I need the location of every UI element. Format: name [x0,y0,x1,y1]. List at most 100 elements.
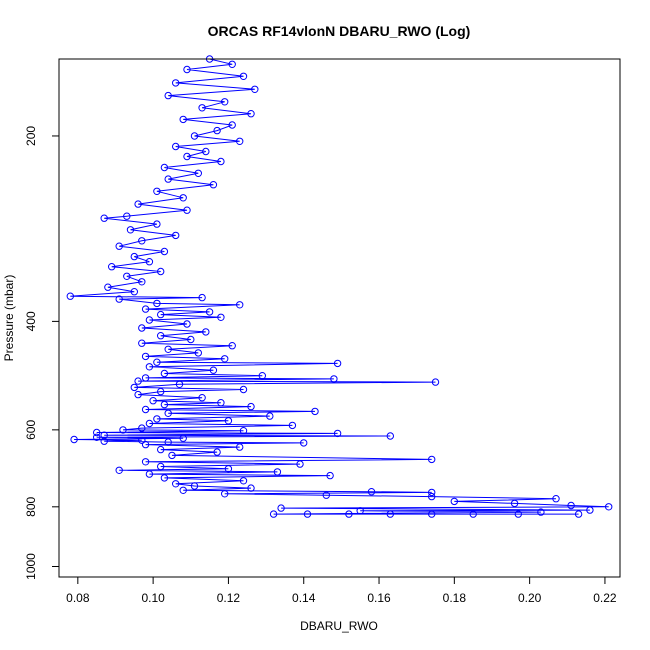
data-point [190,482,199,490]
data-point [115,295,123,303]
data-point [160,369,169,378]
data-point [141,374,150,382]
data-point [187,335,195,344]
data-point [138,278,146,286]
data-point [333,429,342,438]
data-point [198,394,206,402]
data-point [277,504,285,512]
data-point [428,488,436,497]
data-point [209,181,218,189]
data-point [179,194,187,202]
data-point [172,480,180,488]
data-point [198,104,206,112]
data-point [258,372,266,380]
data-point [236,301,244,309]
data-point [115,242,123,250]
data-point [202,147,210,156]
data-point [537,508,545,516]
data-point [605,503,613,511]
data-point [288,421,297,430]
data-point [108,263,116,271]
data-point [175,380,184,388]
data-point [134,377,142,385]
data-point [145,470,154,478]
data-point [153,187,161,196]
data-point [145,363,154,371]
data-point [209,366,218,374]
data-point [164,438,172,446]
data-point [386,432,394,440]
data-point [134,390,142,399]
data-point [217,313,225,321]
y-axis-label: Pressure (mbar) [2,275,16,362]
x-tick-label: 0.16 [367,591,391,605]
data-point [228,342,236,350]
data-point [130,288,139,296]
data-point [160,247,169,256]
data-point [567,501,575,510]
y-tick-label: 600 [24,420,38,440]
data-point [322,491,330,499]
data-point [172,231,180,240]
data-point [183,206,191,214]
data-point [236,443,244,451]
data-point [141,458,150,466]
y-tick-label: 200 [24,126,38,146]
data-point [145,316,154,324]
data-point [160,400,169,409]
data-point [428,510,436,518]
data-point [247,484,255,492]
data-point [239,385,248,394]
data-point [172,79,180,87]
data-point [93,433,101,441]
data-point [224,417,233,425]
data-point [183,152,191,161]
data-point [157,462,165,471]
data-point [179,434,187,442]
data-layer [66,55,613,518]
data-point [217,399,225,407]
data-point [145,258,154,266]
data-point [157,310,165,319]
data-point [141,352,150,361]
data-point [333,359,342,368]
data-point [141,405,150,414]
data-point [100,214,108,222]
data-point [356,507,364,515]
data-point [141,305,150,313]
data-point [66,292,75,300]
data-point [153,299,161,308]
data-point [367,488,376,496]
data-point [104,283,112,291]
data-point [228,121,236,129]
data-point [153,358,161,366]
data-point [190,132,199,140]
data-point [330,375,338,383]
data-point [138,436,146,444]
data-point [514,510,522,518]
data-point [296,460,304,468]
x-tick-label: 0.14 [292,591,316,605]
data-point [115,466,123,474]
data-point [574,510,583,518]
data-point [228,60,236,69]
data-point [153,415,161,423]
data-point [221,490,229,498]
data-point [269,510,278,518]
data-point [70,435,78,444]
data-point [247,402,255,411]
series-line [70,58,609,515]
data-point [428,492,436,501]
data-point [172,142,180,151]
data-point [224,465,233,473]
data-point [138,339,146,347]
x-axis-label: DBARU_RWO [300,619,378,633]
chart-title: ORCAS RF14vlonN DBARU_RWO (Log) [208,23,471,39]
data-point [510,499,519,508]
data-point [239,427,248,435]
data-point [194,349,203,357]
data-point [198,293,206,302]
data-point [100,437,108,445]
